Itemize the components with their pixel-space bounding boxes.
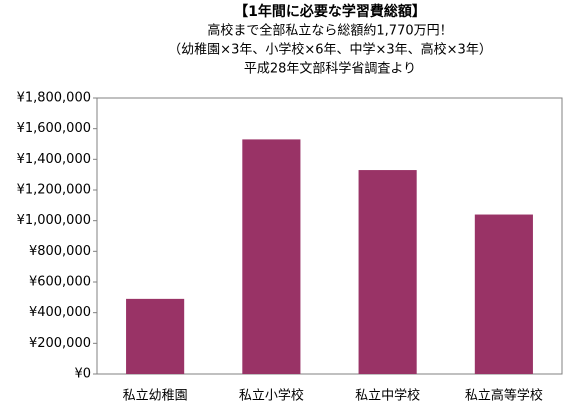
y-tick-label: ¥400,000 — [29, 305, 91, 320]
bar — [474, 214, 533, 374]
y-tick-label: ¥1,600,000 — [17, 121, 91, 136]
y-tick-label: ¥200,000 — [29, 336, 91, 351]
x-tick-label: 私立中学校 — [355, 388, 420, 404]
bar — [242, 139, 301, 374]
y-tick-label: ¥1,800,000 — [17, 91, 91, 106]
y-tick-label: ¥0 — [74, 367, 91, 382]
x-tick-label: 私立幼稚園 — [123, 389, 188, 404]
x-tick-label: 私立高等学校 — [465, 388, 543, 404]
y-tick-label: ¥600,000 — [29, 275, 91, 290]
y-tick-label: ¥800,000 — [29, 244, 91, 259]
y-tick-label: ¥1,400,000 — [17, 152, 91, 167]
plot-frame — [96, 97, 563, 375]
y-tick-label: ¥1,200,000 — [17, 183, 91, 198]
x-tick-label: 私立小学校 — [239, 388, 304, 404]
bar — [126, 298, 185, 374]
y-tick-label: ¥1,000,000 — [17, 213, 91, 228]
chart-subtitle: 平成28年文部科学省調査より — [244, 61, 416, 77]
chart-title: 【1年間に必要な学習費総額】 — [234, 3, 426, 20]
chart-subtitle: 高校まで全部私立なら総額約1,770万円！ — [207, 23, 452, 39]
chart-subtitle: （幼稚園×3年、小学校×6年、中学×3年、高校×3年） — [168, 42, 492, 58]
bar — [358, 170, 417, 374]
